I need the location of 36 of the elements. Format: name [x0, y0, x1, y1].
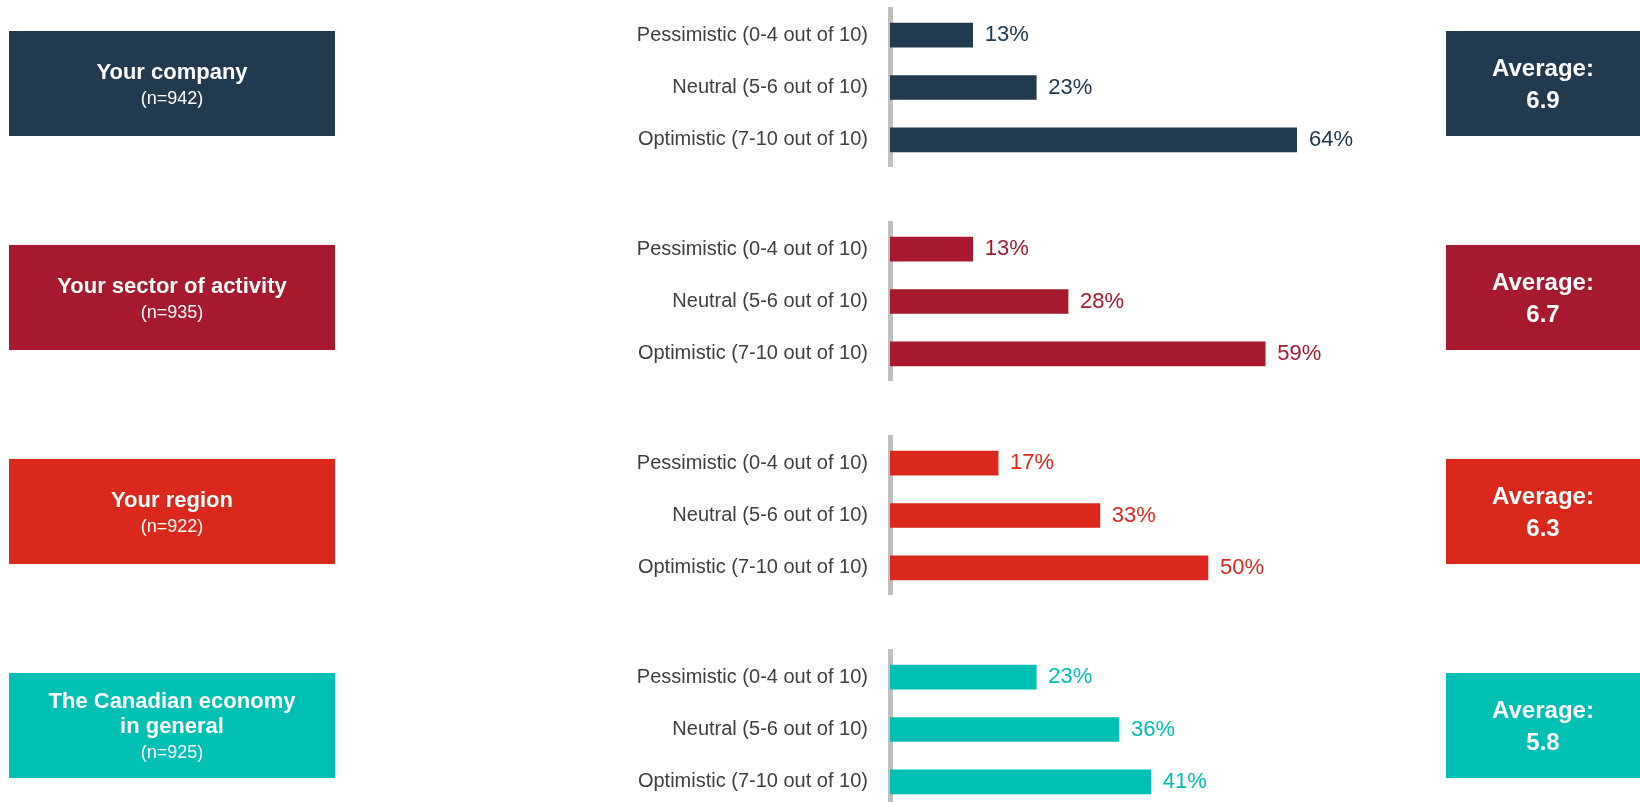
y-tick-label: Optimistic (7-10 out of 10) — [637, 555, 868, 578]
data-label: 50% — [1219, 553, 1265, 579]
y-tick-label: Pessimistic (0-4 out of 10) — [636, 450, 868, 473]
y-axis-title: Your company — [95, 58, 249, 84]
text: (n=925) — [140, 742, 204, 763]
y-axis-title: Your region — [110, 486, 234, 512]
y-tick-label: Neutral (5-6 out of 10) — [672, 717, 868, 740]
text: (n=922) — [140, 515, 204, 537]
y-axis-title: The Canadian economy in general — [47, 688, 297, 738]
y-tick-label: Optimistic (7-10 out of 10) — [637, 127, 868, 150]
text: Average: 6.9 — [1491, 52, 1595, 115]
text: (n=935) — [140, 301, 204, 323]
y-tick-label: Pessimistic (0-4 out of 10) — [636, 22, 868, 45]
data-label: 28% — [1080, 287, 1125, 313]
y-tick-label: Optimistic (7-10 out of 10) — [637, 341, 868, 364]
text: Average: 6.3 — [1491, 480, 1595, 543]
y-tick-label: Pessimistic (0-4 out of 10) — [636, 236, 868, 259]
data-label: 17% — [1010, 449, 1055, 475]
y-tick-label: Neutral (5-6 out of 10) — [672, 75, 868, 98]
text: Average: 5.8 — [1491, 694, 1595, 757]
text: (n=942) — [140, 87, 204, 109]
data-label: 59% — [1277, 339, 1322, 365]
y-tick-label: Neutral (5-6 out of 10) — [672, 289, 868, 312]
y-axis-title: Your sector of activity — [56, 272, 288, 298]
y-tick-label: Pessimistic (0-4 out of 10) — [636, 664, 868, 687]
text: Average: 6.7 — [1491, 266, 1595, 329]
data-label: 33% — [1111, 501, 1156, 527]
data-label: 23% — [1048, 663, 1093, 689]
data-label: 13% — [984, 21, 1029, 47]
y-tick-label: Optimistic (7-10 out of 10) — [637, 769, 868, 792]
data-label: 41% — [1162, 767, 1207, 793]
y-tick-label: Neutral (5-6 out of 10) — [672, 503, 868, 526]
data-label: 23% — [1048, 73, 1093, 99]
data-label: 64% — [1309, 125, 1354, 151]
data-label: 36% — [1130, 715, 1175, 741]
data-label: 13% — [984, 235, 1029, 261]
